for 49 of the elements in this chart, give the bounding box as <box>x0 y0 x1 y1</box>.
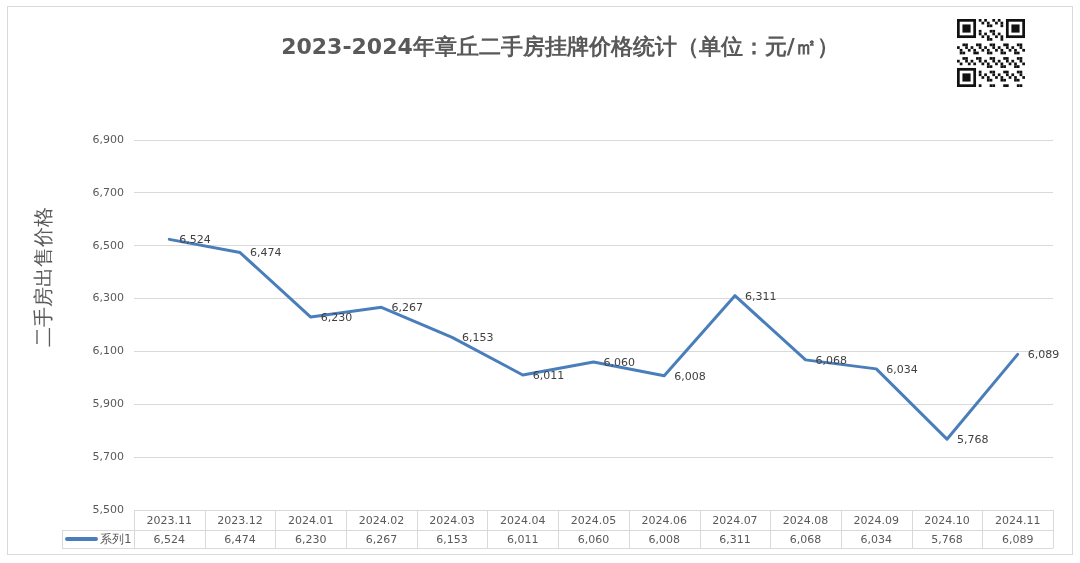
text: 6,474 <box>250 246 282 260</box>
x-tick-label: 2024.01 <box>287 514 334 528</box>
text: 6,311 <box>744 289 777 303</box>
data-label: 6,474 <box>224 532 256 546</box>
text: 6,060 <box>603 355 635 369</box>
legend-label: 系列1 <box>100 532 132 547</box>
data-label: 6,060 <box>577 532 610 546</box>
data-label: 5,768 <box>931 532 963 546</box>
x-tick-label: 2024.08 <box>782 514 829 528</box>
data-label: 6,267 <box>365 532 398 546</box>
y-tick-label: 6,900 <box>92 132 124 146</box>
y-tick-label: 6,100 <box>92 344 124 358</box>
chart-title: 2023-2024年章丘二手房挂牌价格统计（单位：元/㎡） <box>281 33 839 59</box>
x-tick-label: 2023.11 <box>146 514 193 528</box>
y-tick-label: 6,700 <box>92 185 124 199</box>
x-tick-label: 2024.05 <box>570 514 617 528</box>
text: 6,524 <box>179 233 211 247</box>
x-tick-label: 2024.11 <box>994 514 1041 528</box>
x-tick-label: 2024.06 <box>641 514 687 528</box>
y-tick-label: 5,500 <box>92 502 124 516</box>
data-label: 6,524 <box>153 532 186 546</box>
y-tick-label: 6,300 <box>92 291 124 305</box>
y-axis-title: 二手房出售价格 <box>31 207 56 347</box>
x-tick-label: 2024.03 <box>429 514 475 528</box>
data-label: 6,230 <box>294 532 327 546</box>
data-label: 6,089 <box>1001 532 1034 546</box>
x-tick-label: 2023.12 <box>217 514 263 528</box>
x-tick-label: 2024.07 <box>712 514 758 528</box>
data-label: 6,011 <box>507 532 539 546</box>
x-tick-label: 2024.04 <box>500 514 546 528</box>
data-label: 6,153 <box>436 532 468 546</box>
x-tick-label: 2024.10 <box>924 514 970 528</box>
data-label: 6,034 <box>860 532 893 546</box>
text: 6,230 <box>320 310 353 324</box>
text: 6,089 <box>1027 348 1060 362</box>
data-label: 6,311 <box>719 532 751 546</box>
y-tick-label: 5,700 <box>92 450 124 463</box>
data-label: 6,068 <box>789 532 822 546</box>
text: 6,153 <box>462 331 494 345</box>
text: 6,267 <box>391 301 423 315</box>
x-tick-label: 2024.02 <box>358 514 405 528</box>
text: 6,008 <box>674 369 706 383</box>
text: 5,768 <box>956 433 989 447</box>
data-label: 6,008 <box>648 532 680 546</box>
text: 6,034 <box>886 362 918 376</box>
text: 6,011 <box>532 368 565 382</box>
y-tick-label: 6,500 <box>92 238 124 252</box>
y-tick-label: 5,900 <box>92 397 124 411</box>
x-tick-label: 2024.09 <box>853 514 900 528</box>
